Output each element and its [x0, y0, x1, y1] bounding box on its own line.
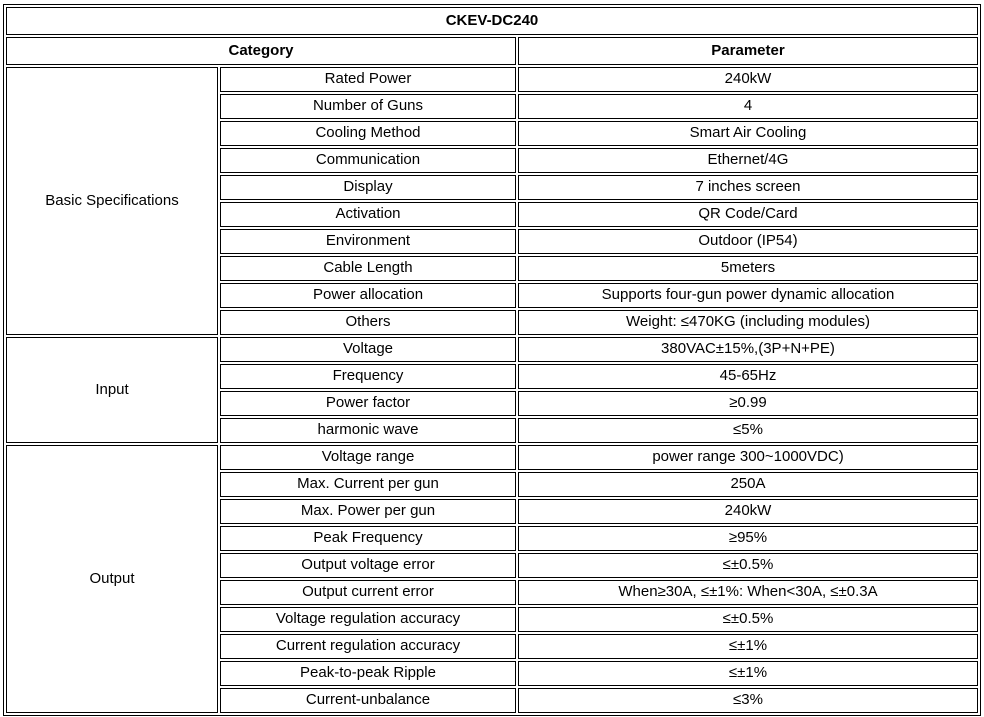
parameter-cell: 380VAC±15%,(3P+N+PE) — [518, 337, 978, 362]
category-cell: Basic Specifications — [6, 67, 218, 335]
parameter-cell: ≤±0.5% — [518, 607, 978, 632]
item-cell: Rated Power — [220, 67, 516, 92]
item-cell: Voltage range — [220, 445, 516, 470]
table-row: Current-unbalance ≤3% — [6, 688, 978, 713]
parameter-cell: 240kW — [518, 67, 978, 92]
spec-table: CKEV-DC240 Category Parameter Basic Spec… — [3, 4, 981, 716]
table-row: Max. Current per gun 250A — [6, 472, 978, 497]
parameter-cell: Ethernet/4G — [518, 148, 978, 173]
table-row: Power factor ≥0.99 — [6, 391, 978, 416]
header-row: Category Parameter — [6, 37, 978, 65]
parameter-cell: Outdoor (IP54) — [518, 229, 978, 254]
table-row: Current regulation accuracy ≤±1% — [6, 634, 978, 659]
item-cell: Max. Current per gun — [220, 472, 516, 497]
table-row: Input Voltage 380VAC±15%,(3P+N+PE) — [6, 337, 978, 443]
item-cell: Peak Frequency — [220, 526, 516, 551]
table-row: Basic Specifications Rated Power 240kW — [6, 67, 978, 335]
header-parameter: Parameter — [518, 37, 978, 65]
item-cell: Output current error — [220, 580, 516, 605]
item-cell: Communication — [220, 148, 516, 173]
item-cell: Activation — [220, 202, 516, 227]
category-cell: Output — [6, 445, 218, 713]
table-row: Output current error When≥30A, ≤±1%: When… — [6, 580, 978, 605]
item-cell: Peak-to-peak Ripple — [220, 661, 516, 686]
parameter-cell: ≤±0.5% — [518, 553, 978, 578]
parameter-cell: 250A — [518, 472, 978, 497]
item-cell: Environment — [220, 229, 516, 254]
table-row: Max. Power per gun 240kW — [6, 499, 978, 524]
item-cell: Max. Power per gun — [220, 499, 516, 524]
item-cell: Others — [220, 310, 516, 335]
item-cell: Voltage — [220, 337, 516, 362]
table-row: Environment Outdoor (IP54) — [6, 229, 978, 254]
parameter-cell: ≤5% — [518, 418, 978, 443]
parameter-cell: Weight: ≤470KG (including modules) — [518, 310, 978, 335]
parameter-cell: 45-65Hz — [518, 364, 978, 389]
item-cell: Power allocation — [220, 283, 516, 308]
parameter-cell: ≥95% — [518, 526, 978, 551]
table-row: Voltage regulation accuracy ≤±0.5% — [6, 607, 978, 632]
parameter-cell: QR Code/Card — [518, 202, 978, 227]
table-row: Others Weight: ≤470KG (including modules) — [6, 310, 978, 335]
item-cell: Display — [220, 175, 516, 200]
table-row: Output Voltage range power range 300~1000V… — [6, 445, 978, 713]
table-row: Output voltage error ≤±0.5% — [6, 553, 978, 578]
item-cell: Power factor — [220, 391, 516, 416]
parameter-cell: 7 inches screen — [518, 175, 978, 200]
table-row: Peak Frequency ≥95% — [6, 526, 978, 551]
table-row: Communication Ethernet/4G — [6, 148, 978, 173]
parameter-cell: 240kW — [518, 499, 978, 524]
header-category: Category — [6, 37, 516, 65]
table-row: Power allocation Supports four-gun power … — [6, 283, 978, 308]
category-cell: Input — [6, 337, 218, 443]
table-row: Frequency 45-65Hz — [6, 364, 978, 389]
item-cell: Current regulation accuracy — [220, 634, 516, 659]
parameter-cell: ≤±1% — [518, 634, 978, 659]
item-cell: Number of Guns — [220, 94, 516, 119]
parameter-cell: When≥30A, ≤±1%: When<30A, ≤±0.3A — [518, 580, 978, 605]
table-row: Activation QR Code/Card — [6, 202, 978, 227]
item-cell: Frequency — [220, 364, 516, 389]
table-row: Display 7 inches screen — [6, 175, 978, 200]
item-cell: Output voltage error — [220, 553, 516, 578]
item-cell: Current-unbalance — [220, 688, 516, 713]
table-row: Cooling Method Smart Air Cooling — [6, 121, 978, 146]
table-title: CKEV-DC240 — [6, 7, 978, 35]
parameter-cell: ≤3% — [518, 688, 978, 713]
parameter-cell: ≥0.99 — [518, 391, 978, 416]
item-cell: Cooling Method — [220, 121, 516, 146]
table-row: harmonic wave ≤5% — [6, 418, 978, 443]
item-cell: Cable Length — [220, 256, 516, 281]
parameter-cell: Supports four-gun power dynamic allocati… — [518, 283, 978, 308]
table-row: Peak-to-peak Ripple ≤±1% — [6, 661, 978, 686]
parameter-cell: 4 — [518, 94, 978, 119]
item-cell: Voltage regulation accuracy — [220, 607, 516, 632]
table-row: Cable Length 5meters — [6, 256, 978, 281]
parameter-cell: ≤±1% — [518, 661, 978, 686]
title-row: CKEV-DC240 — [6, 7, 978, 35]
parameter-cell: 5meters — [518, 256, 978, 281]
parameter-cell: power range 300~1000VDC) — [518, 445, 978, 470]
table-row: Number of Guns 4 — [6, 94, 978, 119]
item-cell: harmonic wave — [220, 418, 516, 443]
parameter-cell: Smart Air Cooling — [518, 121, 978, 146]
